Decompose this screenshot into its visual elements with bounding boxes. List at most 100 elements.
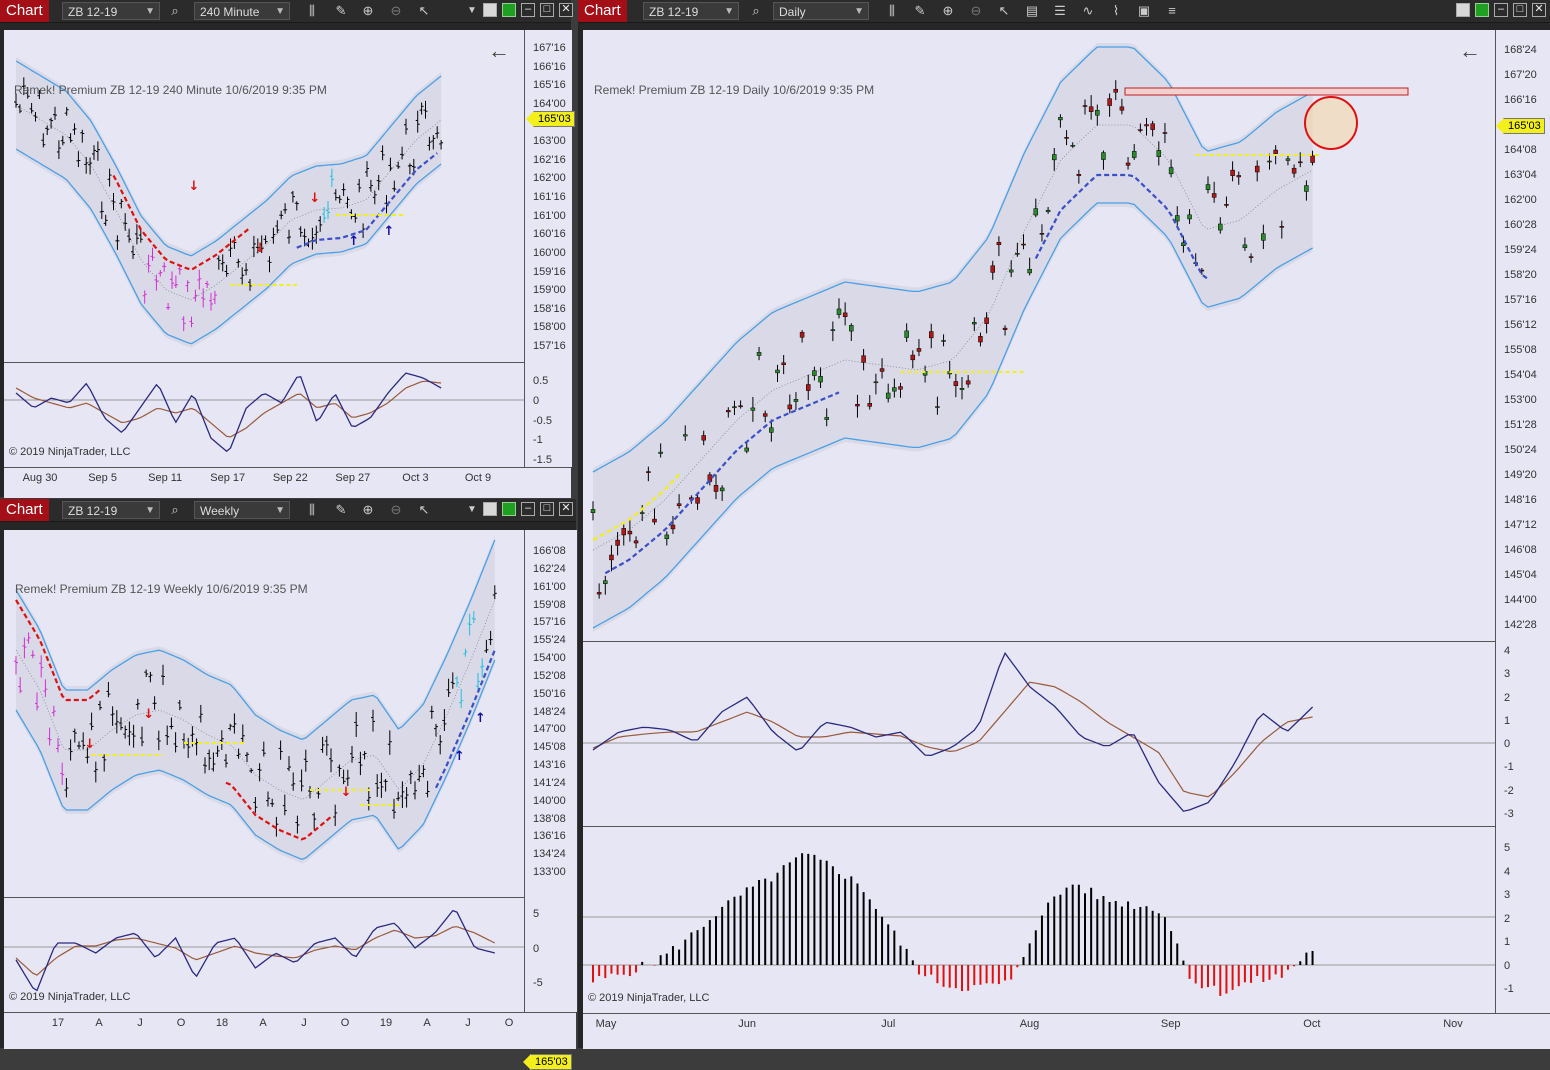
pencil-icon[interactable]: ✎ xyxy=(335,3,347,18)
price-tick-label: 0 xyxy=(1504,959,1511,972)
bars-type-icon[interactable]: ⫼ xyxy=(309,502,315,517)
chart-toolbar: Chart ZB 12-19 ▼ ⌕ Weekly ▼ ⫼ ✎ ⊕ ⊖ ↖ ▼ – … xyxy=(0,499,576,522)
time-tick-label: 17 xyxy=(51,1017,65,1029)
candle-body xyxy=(676,503,682,506)
close-button[interactable]: ✕ xyxy=(559,502,573,516)
price-tick-label: -3 xyxy=(1504,808,1514,820)
candle-body xyxy=(867,403,872,407)
dropdown-icon[interactable]: ▼ xyxy=(467,5,477,16)
interval-selector[interactable]: 240 Minute ▼ xyxy=(194,2,290,20)
upper-band-line xyxy=(15,60,442,257)
time-axis[interactable]: May Jun Jul Aug Sep Oct Nov xyxy=(583,1013,1550,1049)
time-axis[interactable]: Aug 30 Sep 5 Sep 11 Sep 17 Sep 22 Sep 27 Oct 3… xyxy=(4,467,571,498)
oscillator-panel[interactable]: © 2019 NinjaTrader, LLC xyxy=(4,363,524,467)
panel-divider[interactable] xyxy=(583,826,1550,827)
candle-body xyxy=(787,404,793,410)
interval-selector[interactable]: Daily ▼ xyxy=(773,2,869,20)
color-swatch-button[interactable] xyxy=(1456,3,1470,17)
price-axis[interactable]: 166'08 162'24 161'00 159'08 157'16 155'24 154'… xyxy=(524,530,577,1012)
chart-menu-button[interactable]: Chart xyxy=(578,0,627,22)
price-tick-label: 160'28 xyxy=(1504,219,1537,231)
search-icon[interactable]: ⌕ xyxy=(171,502,179,517)
candle-body xyxy=(1279,226,1285,228)
zoom-out-icon[interactable]: ⊖ xyxy=(970,3,982,18)
trailing-stop-line xyxy=(225,781,332,841)
time-axis[interactable]: 17 A J O 18 A J O 19 A J O xyxy=(4,1012,576,1049)
price-tick-label: 1 xyxy=(1504,714,1511,727)
oscillator-panel[interactable]: © 2019 NinjaTrader, LLC xyxy=(4,898,524,1012)
search-icon[interactable]: ⌕ xyxy=(752,3,760,18)
link-button[interactable] xyxy=(502,502,516,516)
zoom-in-icon[interactable]: ⊕ xyxy=(362,3,374,18)
bars-type-icon[interactable]: ⫼ xyxy=(309,3,315,18)
price-tick-label: 147'12 xyxy=(1504,519,1537,531)
minimize-button[interactable]: – xyxy=(521,502,535,516)
close-button[interactable]: ✕ xyxy=(559,3,573,17)
pointer-icon[interactable]: ↖ xyxy=(418,502,430,517)
zoom-out-icon[interactable]: ⊖ xyxy=(390,502,402,517)
candle-body xyxy=(996,242,1002,246)
chart-menu-button[interactable]: Chart xyxy=(0,0,49,22)
price-panel[interactable]: Remek! Premium ZB 12-19 Daily 10/6/2019 … xyxy=(583,30,1495,641)
maximize-button[interactable]: □ xyxy=(540,502,554,516)
instrument-selector[interactable]: ZB 12-19 ▼ xyxy=(643,2,739,20)
panel-divider[interactable] xyxy=(4,897,576,898)
candle-body xyxy=(916,348,922,352)
price-tick-label: 134'24 xyxy=(533,848,566,861)
histogram-panel[interactable]: © 2019 NinjaTrader, LLC xyxy=(583,827,1495,1013)
candle-body xyxy=(775,369,780,374)
panel-divider[interactable] xyxy=(583,641,1550,642)
price-panel[interactable]: ↓ ↓ ↓ ↑ ↑ Remek! Premium ZB 12-19 Weekly 10/… xyxy=(4,530,524,897)
candle-body xyxy=(744,447,749,452)
strategies-icon[interactable]: ⌇ xyxy=(1112,3,1120,18)
color-swatch-button[interactable] xyxy=(483,502,497,516)
close-button[interactable]: ✕ xyxy=(1532,3,1546,17)
signal-line xyxy=(15,380,442,438)
chart-menu-button[interactable]: Chart xyxy=(0,499,49,521)
indicators-icon[interactable]: ∿ xyxy=(1082,3,1094,18)
resistance-zone xyxy=(1124,87,1409,96)
templates-icon[interactable]: ▣ xyxy=(1137,3,1151,18)
price-tick-label: 148'16 xyxy=(1504,494,1537,506)
oscillator-panel[interactable] xyxy=(583,642,1495,826)
instrument-selector[interactable]: ZB 12-19 ▼ xyxy=(62,2,160,20)
search-icon[interactable]: ⌕ xyxy=(171,3,179,18)
price-tick-label: 0 xyxy=(533,942,540,955)
chart-info-label: Remek! Premium ZB 12-19 Daily 10/6/2019 … xyxy=(594,83,875,97)
trailing-stop-line xyxy=(112,174,251,271)
price-axis[interactable]: 167'16166'16165'16164'00163'16163'00162'… xyxy=(524,30,572,467)
bars-type-icon[interactable]: ⫼ xyxy=(889,3,895,18)
chart-window-weekly: Chart ZB 12-19 ▼ ⌕ Weekly ▼ ⫼ ✎ ⊕ ⊖ ↖ ▼ – … xyxy=(0,499,577,1070)
trailing-stop-line xyxy=(435,649,496,789)
price-tick-label: 150'24 xyxy=(1504,444,1537,456)
pointer-icon[interactable]: ↖ xyxy=(998,3,1010,18)
zoom-in-icon[interactable]: ⊕ xyxy=(942,3,954,18)
price-axis[interactable]: 168'24167'20166'16165'12164'08163'04162'… xyxy=(1495,30,1550,1013)
pencil-icon[interactable]: ✎ xyxy=(335,502,347,517)
list-icon[interactable]: ≡ xyxy=(1168,3,1176,18)
pencil-icon[interactable]: ✎ xyxy=(914,3,926,18)
maximize-button[interactable]: □ xyxy=(540,3,554,17)
highlight-circle xyxy=(1304,96,1358,150)
properties-icon[interactable]: ☰ xyxy=(1054,3,1066,18)
minimize-button[interactable]: – xyxy=(521,3,535,17)
data-box-icon[interactable]: ▤ xyxy=(1025,3,1039,18)
link-button[interactable] xyxy=(1475,3,1489,17)
link-button[interactable] xyxy=(502,3,516,17)
back-arrow-icon[interactable]: ← xyxy=(488,38,510,63)
minimize-button[interactable]: – xyxy=(1494,3,1508,17)
interval-selector[interactable]: Weekly ▼ xyxy=(194,501,290,519)
price-tick-label: 141'24 xyxy=(533,776,566,789)
zoom-out-icon[interactable]: ⊖ xyxy=(390,3,402,18)
color-swatch-button[interactable] xyxy=(483,3,497,17)
last-price-marker: 165'03 xyxy=(1496,118,1545,134)
price-panel[interactable]: ↓ ↓ ↓ ↑ ↑ Remek! Premium ZB 12-19 240 Minute… xyxy=(4,30,524,362)
panel-divider[interactable] xyxy=(4,362,571,363)
candle-body xyxy=(1261,233,1266,241)
dropdown-icon[interactable]: ▼ xyxy=(467,504,477,515)
pointer-icon[interactable]: ↖ xyxy=(418,3,430,18)
back-arrow-icon[interactable]: ← xyxy=(1459,38,1481,63)
zoom-in-icon[interactable]: ⊕ xyxy=(362,502,374,517)
instrument-selector[interactable]: ZB 12-19 ▼ xyxy=(62,501,160,519)
maximize-button[interactable]: □ xyxy=(1513,3,1527,17)
